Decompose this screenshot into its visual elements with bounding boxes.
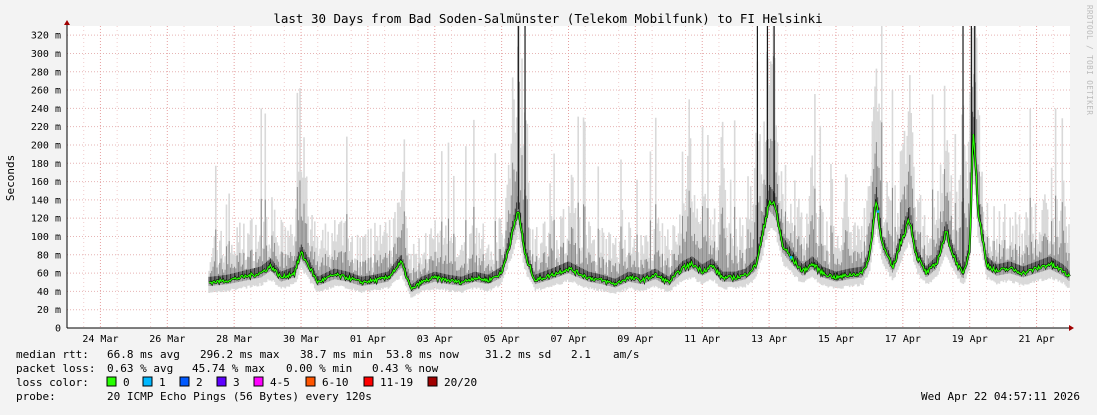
x-tick-label: 11 Apr xyxy=(684,334,720,345)
x-tick-label: 24 Mar xyxy=(82,334,118,345)
y-tick-label: 40 m xyxy=(37,287,61,298)
axes xyxy=(64,20,1074,331)
median-rtt-layer xyxy=(208,133,1071,292)
y-tick-label: 0 xyxy=(55,324,61,335)
median-rtt-avg: 66.8 ms avg xyxy=(107,348,180,361)
y-axis-arrow-icon xyxy=(64,20,70,25)
y-axis-label: Seconds xyxy=(4,155,17,201)
median-rtt-now: 53.8 ms now xyxy=(386,348,459,361)
probe-description: 20 ICMP Echo Pings (56 Bytes) every 120s xyxy=(107,390,372,403)
loss-marker xyxy=(789,256,793,259)
packet-loss-max: 45.74 % max xyxy=(192,362,265,375)
x-tick-label: 01 Apr xyxy=(350,334,386,345)
y-tick-label: 220 m xyxy=(31,122,61,133)
loss-color-value: 4-5 xyxy=(270,376,290,389)
y-tick-label: 300 m xyxy=(31,49,61,60)
loss-color-swatch xyxy=(363,376,374,387)
loss-color-swatch xyxy=(253,376,264,387)
median-rtt-max: 296.2 ms max xyxy=(200,348,280,361)
loss-color-value: 2 xyxy=(196,376,203,389)
chart-title: last 30 Days from Bad Soden-Salmünster (… xyxy=(273,11,822,26)
x-tick-label: 05 Apr xyxy=(484,334,520,345)
median-rtt-am-unit: am/s xyxy=(613,348,640,361)
y-tick-label: 140 m xyxy=(31,195,61,206)
loss-color-label: loss color: xyxy=(16,376,89,389)
loss-color-swatch xyxy=(106,376,117,387)
x-tick-label: 03 Apr xyxy=(417,334,453,345)
x-tick-label: 28 Mar xyxy=(216,334,252,345)
x-tick-label: 13 Apr xyxy=(751,334,787,345)
loss-color-value: 11-19 xyxy=(380,376,413,389)
y-tick-label: 200 m xyxy=(31,140,61,151)
loss-color-swatch xyxy=(427,376,438,387)
median-rtt-min: 38.7 ms min xyxy=(300,348,373,361)
x-tick-label: 26 Mar xyxy=(149,334,185,345)
median-rtt-line xyxy=(208,133,1071,291)
median-rtt-sd: 31.2 ms sd xyxy=(485,348,551,361)
graph-timestamp: Wed Apr 22 04:57:11 2026 xyxy=(921,390,1080,403)
y-tick-label: 20 m xyxy=(37,305,61,316)
packet-loss-min: 0.00 % min xyxy=(286,362,352,375)
y-tick-label: 280 m xyxy=(31,67,61,78)
y-tick-label: 240 m xyxy=(31,104,61,115)
median-rtt-am: 2.1 xyxy=(571,348,591,361)
loss-marker xyxy=(876,210,880,213)
x-axis-arrow-icon xyxy=(1069,325,1074,331)
x-tick-label: 21 Apr xyxy=(1019,334,1055,345)
loss-color-value: 0 xyxy=(123,376,130,389)
legend: median rtt: 66.8 ms avg 296.2 ms max 38.… xyxy=(16,348,1080,403)
loss-color-value: 20/20 xyxy=(444,376,477,389)
y-tick-labels: 0 20 m 40 m 60 m 80 m 100 m 120 m 140 m 160 m 180… xyxy=(31,31,61,335)
y-tick-label: 80 m xyxy=(37,250,61,261)
y-tick-label: 180 m xyxy=(31,159,61,170)
x-tick-label: 07 Apr xyxy=(550,334,586,345)
y-tick-label: 100 m xyxy=(31,232,61,243)
packet-loss-avg: 0.63 % avg xyxy=(107,362,173,375)
x-tick-label: 17 Apr xyxy=(885,334,921,345)
y-tick-label: 160 m xyxy=(31,177,61,188)
loss-color-value: 3 xyxy=(233,376,240,389)
x-tick-labels: 24 Mar 26 Mar 28 Mar 30 Mar 01 Apr 03 Apr 05 A… xyxy=(82,334,1054,345)
y-tick-label: 260 m xyxy=(31,86,61,97)
loss-color-swatch xyxy=(216,376,227,387)
y-tick-label: 60 m xyxy=(37,269,61,280)
probe-label: probe: xyxy=(16,390,56,403)
packet-loss-label: packet loss: xyxy=(16,362,95,375)
x-tick-label: 15 Apr xyxy=(818,334,854,345)
loss-color-value: 6-10 xyxy=(322,376,349,389)
median-rtt-label: median rtt: xyxy=(16,348,89,361)
x-tick-label: 09 Apr xyxy=(617,334,653,345)
x-tick-label: 30 Mar xyxy=(283,334,319,345)
x-tick-label: 19 Apr xyxy=(952,334,988,345)
packet-loss-now: 0.43 % now xyxy=(372,362,439,375)
loss-color-swatch xyxy=(142,376,153,387)
rrdtool-watermark: RRDTOOL / TOBI OETIKER xyxy=(1085,5,1094,115)
y-tick-label: 320 m xyxy=(31,31,61,42)
loss-color-swatch xyxy=(305,376,316,387)
loss-color-swatch xyxy=(179,376,190,387)
loss-color-swatches: 0 1 2 3 4-5 6-10 11-19 20/20 xyxy=(106,376,477,389)
y-tick-label: 120 m xyxy=(31,214,61,225)
loss-color-value: 1 xyxy=(159,376,166,389)
